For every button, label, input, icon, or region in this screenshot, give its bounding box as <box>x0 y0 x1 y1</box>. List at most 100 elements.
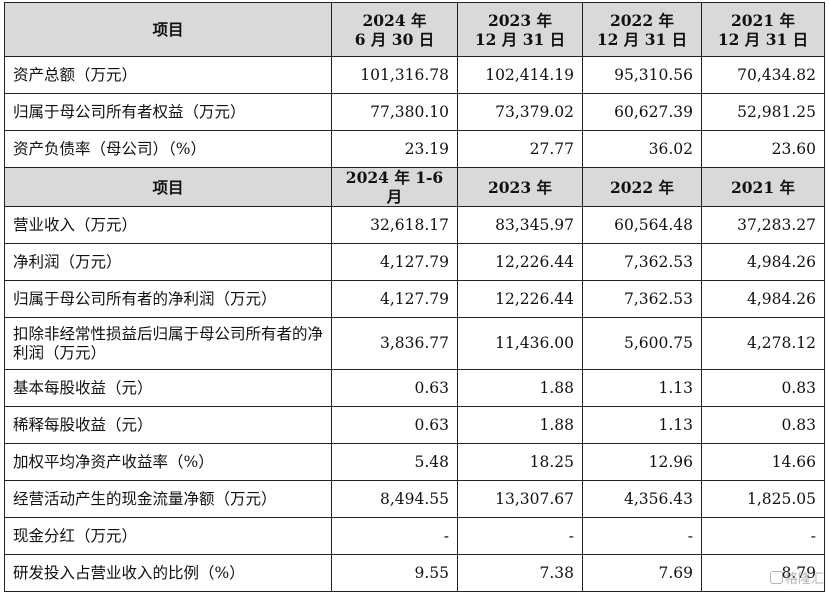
row-label: 研发投入占营业收入的比例（%） <box>4 554 332 592</box>
cell-value: 83,345.97 <box>457 206 583 244</box>
gelonghui-logo-icon <box>769 571 783 584</box>
watermark-text: 格隆汇 <box>784 572 824 587</box>
cell-value: 5.48 <box>331 443 458 481</box>
cell-value: 9.55 <box>331 554 458 592</box>
table-row: 归属于母公司所有者权益（万元） 77,380.10 73,379.02 60,627.… <box>4 93 825 131</box>
header-period: 2021 年 <box>701 167 825 207</box>
cell-value: - <box>331 517 458 555</box>
financial-summary-table: 项目 2024 年 6 月 30 日 2023 年 12 月 31 日 2022… <box>4 2 825 592</box>
row-label: 经营活动产生的现金流量净额（万元） <box>4 480 332 518</box>
row-label: 资产负债率（母公司）（%） <box>4 130 332 168</box>
header-year: 2022 年 <box>609 10 675 30</box>
cell-value: 4,278.12 <box>701 317 825 370</box>
cell-value: 1.13 <box>582 406 702 444</box>
cell-value: - <box>701 517 825 555</box>
table-row: 经营活动产生的现金流量净额（万元） 8,494.55 13,307.67 4,356.… <box>4 480 825 518</box>
cell-value: 32,618.17 <box>331 206 458 244</box>
header-period: 2024 年 1-6 月 <box>331 167 458 207</box>
cell-value: 23.60 <box>701 130 825 168</box>
cell-value: 1.88 <box>457 369 583 407</box>
table-row: 现金分红（万元） - - - - <box>4 517 825 555</box>
table-row: 资产总额（万元） 101,316.78 102,414.19 95,310.56 70,… <box>4 56 825 94</box>
cell-value: 8.79 <box>701 554 825 592</box>
cell-value: 60,627.39 <box>582 93 702 131</box>
header-date: 12 月 31 日 <box>717 29 809 49</box>
cell-value: 7,362.53 <box>582 280 702 318</box>
cell-value: 13,307.67 <box>457 480 583 518</box>
cell-value: 18.25 <box>457 443 583 481</box>
header-row-balance: 项目 2024 年 6 月 30 日 2023 年 12 月 31 日 2022… <box>4 2 825 57</box>
table-row: 净利润（万元） 4,127.79 12,226.44 7,362.53 4,984.26 <box>4 243 825 281</box>
table-row: 加权平均净资产收益率（%） 5.48 18.25 12.96 14.66 <box>4 443 825 481</box>
cell-value: 4,984.26 <box>701 280 825 318</box>
table-row: 研发投入占营业收入的比例（%） 9.55 7.38 7.69 8.79 <box>4 554 825 592</box>
header-period: 2022 年 <box>582 167 702 207</box>
cell-value: 60,564.48 <box>582 206 702 244</box>
cell-value: 1.88 <box>457 406 583 444</box>
header-item: 项目 <box>4 2 332 57</box>
cell-value: 11,436.00 <box>457 317 583 370</box>
cell-value: 101,316.78 <box>331 56 458 94</box>
cell-value: 12.96 <box>582 443 702 481</box>
cell-value: 0.63 <box>331 406 458 444</box>
balance-section: 资产总额（万元） 101,316.78 102,414.19 95,310.56 70,… <box>4 56 825 168</box>
cell-value: 95,310.56 <box>582 56 702 94</box>
cell-value: 23.19 <box>331 130 458 168</box>
header-date: 12 月 31 日 <box>474 29 566 49</box>
cell-value: 4,127.79 <box>331 280 458 318</box>
cell-value: 1.13 <box>582 369 702 407</box>
header-year: 2023 年 <box>487 10 553 30</box>
header-item: 项目 <box>4 167 332 207</box>
cell-value: 8,494.55 <box>331 480 458 518</box>
header-year: 2024 年 <box>362 10 427 30</box>
row-label: 现金分红（万元） <box>4 517 332 555</box>
table-row: 稀释每股收益（元） 0.63 1.88 1.13 0.83 <box>4 406 825 444</box>
row-label: 稀释每股收益（元） <box>4 406 332 444</box>
header-date: 6 月 30 日 <box>354 29 435 49</box>
cell-value: 0.63 <box>331 369 458 407</box>
cell-value: 7,362.53 <box>582 243 702 281</box>
header-row-income: 项目 2024 年 1-6 月 2023 年 2022 年 2021 年 <box>4 167 825 207</box>
header-period: 2023 年 <box>457 167 583 207</box>
row-label: 归属于母公司所有者权益（万元） <box>4 93 332 131</box>
row-label: 基本每股收益（元） <box>4 369 332 407</box>
cell-value: 4,127.79 <box>331 243 458 281</box>
cell-value: 70,434.82 <box>701 56 825 94</box>
cell-value: 7.38 <box>457 554 583 592</box>
header-col-2022: 2022 年 12 月 31 日 <box>582 2 702 57</box>
cell-value: - <box>457 517 583 555</box>
cell-value: 1,825.05 <box>701 480 825 518</box>
cell-value: 36.02 <box>582 130 702 168</box>
cell-value: 12,226.44 <box>457 280 583 318</box>
row-label: 资产总额（万元） <box>4 56 332 94</box>
table-row: 扣除非经常性损益后归属于母公司所有者的净利润（万元） 3,836.77 11,436… <box>4 317 825 370</box>
cell-value: 37,283.27 <box>701 206 825 244</box>
cell-value: 27.77 <box>457 130 583 168</box>
cell-value: 4,984.26 <box>701 243 825 281</box>
row-label: 归属于母公司所有者的净利润（万元） <box>4 280 332 318</box>
cell-value: 12,226.44 <box>457 243 583 281</box>
header-date: 12 月 31 日 <box>596 29 688 49</box>
cell-value: 102,414.19 <box>457 56 583 94</box>
cell-value: 0.83 <box>701 406 825 444</box>
cell-value: 4,356.43 <box>582 480 702 518</box>
row-label: 扣除非经常性损益后归属于母公司所有者的净利润（万元） <box>4 317 332 370</box>
cell-value: 7.69 <box>582 554 702 592</box>
income-section: 营业收入（万元） 32,618.17 83,345.97 60,564.48 37,28… <box>4 206 825 592</box>
row-label: 净利润（万元） <box>4 243 332 281</box>
header-col-2023: 2023 年 12 月 31 日 <box>457 2 583 57</box>
cell-value: 77,380.10 <box>331 93 458 131</box>
table-row: 营业收入（万元） 32,618.17 83,345.97 60,564.48 37,28… <box>4 206 825 244</box>
watermark: 格隆汇 <box>769 568 824 587</box>
header-col-2021: 2021 年 12 月 31 日 <box>701 2 825 57</box>
cell-value: - <box>582 517 702 555</box>
table-row: 基本每股收益（元） 0.63 1.88 1.13 0.83 <box>4 369 825 407</box>
row-label: 加权平均净资产收益率（%） <box>4 443 332 481</box>
cell-value: 5,600.75 <box>582 317 702 370</box>
table-row: 资产负债率（母公司）（%） 23.19 27.77 36.02 23.60 <box>4 130 825 168</box>
cell-value: 52,981.25 <box>701 93 825 131</box>
table-row: 归属于母公司所有者的净利润（万元） 4,127.79 12,226.44 7,362.… <box>4 280 825 318</box>
cell-value: 73,379.02 <box>457 93 583 131</box>
cell-value: 0.83 <box>701 369 825 407</box>
cell-value: 14.66 <box>701 443 825 481</box>
